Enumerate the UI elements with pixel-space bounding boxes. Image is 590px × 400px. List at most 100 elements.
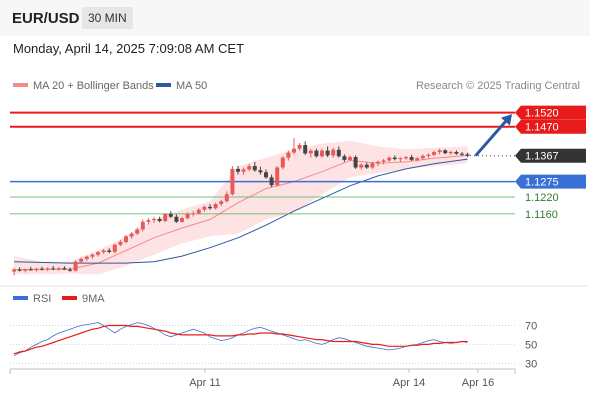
candle-body	[420, 155, 425, 159]
candle-body	[286, 152, 291, 158]
candle-body	[275, 167, 280, 186]
research-credit: Research © 2025 Trading Central	[415, 80, 580, 92]
candle-body	[308, 150, 313, 154]
candle-body	[297, 145, 302, 149]
candle-body	[90, 254, 95, 257]
candle-body	[292, 148, 296, 153]
candle-body	[213, 204, 218, 209]
rsi-tick-label: 70	[525, 320, 537, 332]
rsi-tick-label: 50	[525, 339, 537, 351]
candle-body	[236, 168, 240, 172]
candle-body	[140, 221, 145, 230]
candle-body	[252, 166, 257, 171]
candle-body	[359, 164, 364, 168]
candle-body	[112, 244, 117, 252]
legend-swatch-ma50	[156, 83, 171, 88]
candle-body	[79, 258, 84, 262]
candle-body	[107, 250, 112, 252]
candle-body	[202, 206, 207, 210]
candle-body	[280, 157, 285, 168]
candle-body	[258, 170, 263, 173]
candle-body	[269, 177, 274, 186]
candle-body	[191, 213, 196, 215]
level-label-1.1160: 1.1160	[525, 209, 558, 221]
legend-rsi: RSI	[13, 293, 51, 305]
legend-label-ma20: MA 20 + Bollinger Bands	[33, 80, 154, 92]
legend-swatch-ma20	[13, 83, 28, 88]
candle-body	[404, 157, 408, 159]
candle-body	[185, 213, 190, 219]
candle-body	[180, 218, 184, 222]
candle-body	[174, 216, 179, 222]
candle-body	[264, 172, 268, 178]
candle-body	[398, 158, 403, 160]
candle-body	[129, 233, 134, 237]
legend-label-rsi-ma: 9MA	[82, 293, 105, 305]
candle-body	[364, 164, 369, 168]
rsi-series-line-9MA	[13, 324, 468, 355]
legend-rsi-ma: 9MA	[62, 293, 105, 305]
candle-body	[465, 154, 470, 156]
level-tag-1.1367	[515, 148, 586, 163]
candle-body	[23, 269, 28, 271]
candle-body	[443, 150, 448, 154]
candle-body	[45, 268, 50, 270]
candle-body	[325, 150, 330, 156]
candle-body	[432, 152, 436, 155]
candle-body	[34, 268, 39, 271]
candle-body	[157, 218, 162, 221]
candle-body	[208, 206, 212, 209]
candle-body	[118, 242, 123, 245]
level-label-1.1275: 1.1275	[525, 177, 559, 189]
candle-body	[336, 149, 341, 157]
legend-label-ma50: MA 50	[176, 80, 208, 92]
candle-body	[454, 152, 459, 154]
level-label-1.1470: 1.1470	[525, 122, 559, 134]
x-tick-label: Apr 16	[462, 377, 494, 389]
projection-arrow-shaft	[474, 117, 510, 157]
legend-swatch-rsi	[13, 296, 28, 301]
candle-body	[73, 261, 78, 271]
candle-body	[28, 269, 33, 271]
rsi-series-line-RSI	[13, 322, 468, 357]
level-tag-1.1275	[515, 174, 586, 189]
candle-body	[96, 252, 100, 255]
candle-body	[196, 209, 201, 214]
candle-body	[224, 194, 229, 202]
candle-body	[84, 256, 89, 259]
projection-arrow-head	[500, 114, 512, 126]
candle-body	[168, 213, 173, 217]
legend-label-rsi: RSI	[33, 293, 52, 305]
candle-body	[387, 157, 392, 161]
candle-body	[437, 150, 442, 153]
candle-body	[163, 213, 168, 221]
ma50-line	[13, 158, 468, 264]
timeframe-button[interactable]: 30 MIN	[82, 7, 133, 29]
candle-body	[56, 268, 61, 270]
candle-body	[448, 152, 453, 154]
candle-body	[381, 160, 386, 162]
x-tick-label: Apr 11	[189, 377, 221, 389]
candle-body	[17, 269, 22, 271]
candle-body	[152, 218, 156, 221]
candle-body	[62, 268, 67, 270]
candle-body	[348, 157, 352, 160]
candle-body	[460, 153, 464, 155]
x-tick-label: Apr 14	[393, 377, 425, 389]
rsi-tick-label: 30	[525, 358, 537, 370]
candle-body	[376, 161, 380, 164]
candle-body	[219, 201, 224, 205]
candle-body	[124, 236, 128, 243]
chart-datetime: Monday, April 14, 2025 7:09:08 AM CET	[13, 41, 245, 56]
candle-body	[415, 158, 420, 160]
level-label-1.1367: 1.1367	[525, 151, 559, 163]
candle-body	[314, 150, 319, 157]
candle-body	[303, 145, 308, 154]
candle-body	[342, 156, 347, 160]
symbol-title: EUR/USD	[12, 10, 80, 27]
candle-body	[353, 157, 358, 168]
bollinger-band-fill	[14, 140, 468, 275]
legend-swatch-rsi-ma	[62, 296, 77, 301]
candle-body	[68, 269, 72, 271]
